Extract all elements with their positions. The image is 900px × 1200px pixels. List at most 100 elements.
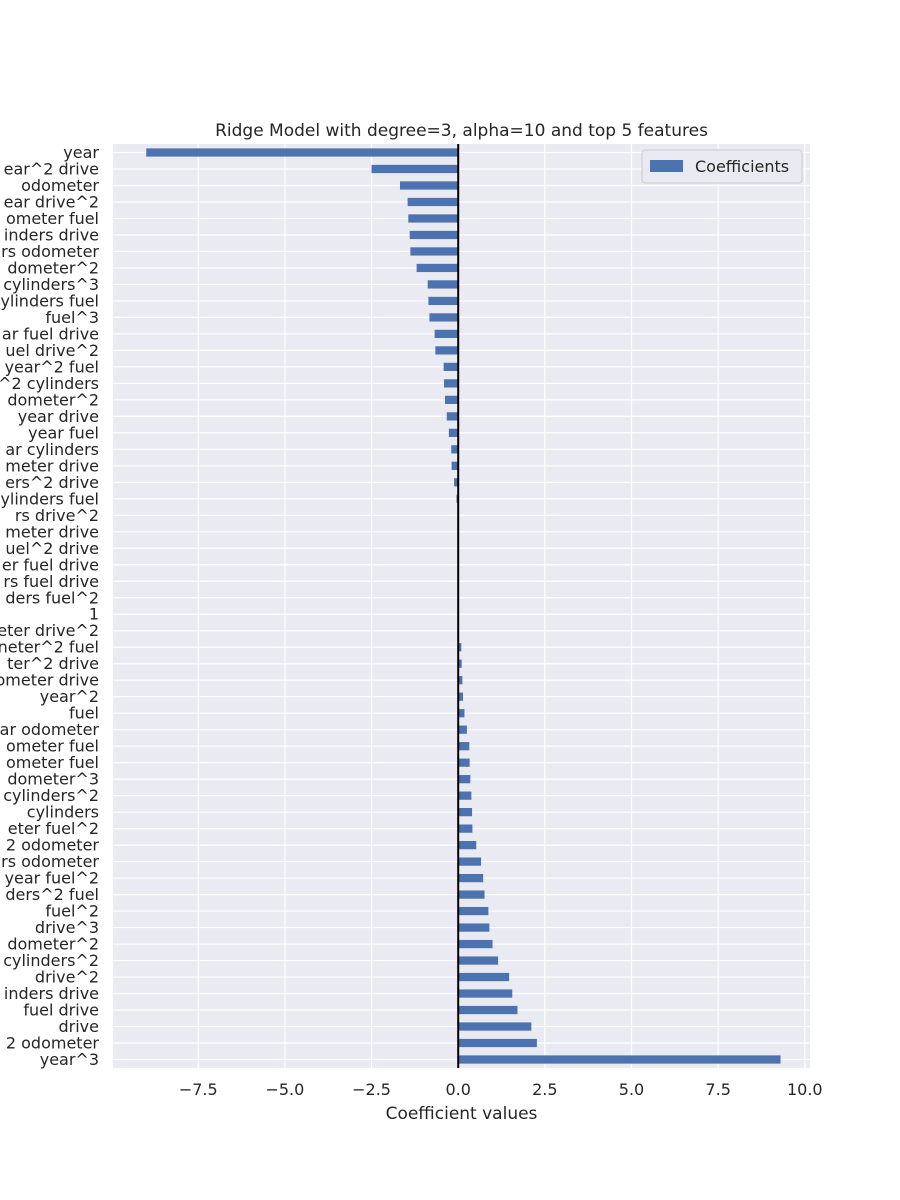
bar — [458, 857, 482, 866]
legend-box — [641, 149, 803, 184]
y-tick-label: ers^2 drive — [5, 473, 99, 492]
bar — [416, 263, 459, 273]
y-tick-label: meter drive — [5, 522, 99, 541]
y-tick-label: er fuel drive — [2, 555, 99, 574]
bar — [458, 1022, 532, 1031]
chart-title: Ridge Model with degree=3, alpha=10 and … — [215, 121, 708, 141]
bars — [146, 148, 781, 1064]
bar — [458, 791, 472, 800]
bar — [371, 164, 459, 174]
y-tick-label: year — [63, 143, 99, 162]
y-tick-label: cylinders^2 — [3, 786, 99, 805]
bar — [399, 181, 459, 190]
y-tick-label: year^2 — [40, 687, 99, 706]
y-tick-label: ylinders fuel — [0, 489, 99, 508]
bar — [458, 742, 470, 751]
y-tick-label: ^2 cylinders — [0, 374, 99, 393]
x-axis-label: Coefficient values — [386, 1104, 538, 1124]
bar — [434, 329, 459, 339]
y-tick-label: ometer drive — [0, 671, 99, 690]
y-tick-label: neter^2 fuel — [0, 638, 99, 657]
bar — [458, 989, 513, 998]
y-tick-label: meter drive — [5, 456, 99, 475]
y-tick-label: uel^2 drive — [5, 539, 99, 558]
bar — [454, 478, 459, 487]
y-tick-label: rs odometer — [1, 242, 99, 261]
bar — [458, 972, 510, 982]
y-tick-label: dometer^2 — [7, 935, 99, 954]
bar — [443, 379, 459, 388]
y-tick-label: ter^2 drive — [7, 654, 99, 673]
y-tick-label: cylinders — [27, 803, 99, 822]
bar — [435, 346, 459, 355]
bar — [451, 461, 459, 470]
bar — [458, 692, 464, 701]
y-tick-label: ar fuel drive — [2, 324, 99, 343]
y-tick-label: year^2 fuel — [5, 357, 99, 376]
y-tick-label: ometer fuel — [6, 753, 99, 772]
bar — [443, 362, 459, 372]
bar — [458, 643, 462, 652]
bar — [408, 214, 459, 223]
x-tick-label: 2.5 — [532, 1080, 557, 1099]
y-tick-label: cylinders^3 — [3, 275, 99, 294]
y-tick-label: uel drive^2 — [5, 341, 99, 360]
y-tick-label: drive^3 — [35, 918, 99, 937]
y-tick-label: year drive — [18, 407, 99, 426]
y-tick-label: drive^2 — [35, 968, 99, 987]
bar — [458, 808, 473, 817]
x-tick-label: 7.5 — [705, 1080, 730, 1099]
bar — [445, 395, 459, 404]
y-tick-label: fuel drive — [23, 1001, 99, 1020]
bar — [146, 148, 459, 157]
x-tick-labels: −7.5 −5.0 −2.5 0.0 2.5 5.0 7.5 10.0 — [179, 1080, 823, 1099]
x-tick-label: −5.0 — [265, 1080, 304, 1099]
y-tick-label: odometer — [21, 176, 99, 195]
x-tick-label: 0.0 — [445, 1080, 470, 1099]
y-tick-label: 1 — [89, 605, 99, 624]
legend: Coefficients — [641, 149, 803, 184]
x-tick-label: −7.5 — [179, 1080, 218, 1099]
y-tick-label: ylinders fuel — [0, 291, 99, 310]
bar — [458, 775, 471, 784]
y-tick-label: fuel — [69, 704, 99, 723]
bar — [458, 840, 477, 850]
bar — [458, 956, 499, 965]
bar — [458, 873, 484, 883]
y-tick-label: eter drive^2 — [0, 621, 99, 640]
y-tick-label: year fuel^2 — [5, 869, 99, 888]
bar — [458, 923, 490, 932]
bar — [458, 659, 462, 668]
y-tick-label: fuel^3 — [45, 308, 99, 327]
y-tick-label: dometer^3 — [7, 770, 99, 789]
bar — [458, 725, 467, 734]
y-tick-label: rs odometer — [1, 852, 99, 871]
bar — [458, 709, 465, 718]
x-tick-label: 5.0 — [619, 1080, 644, 1099]
y-tick-label: 2 odometer — [6, 836, 100, 855]
y-tick-label: ar cylinders — [5, 440, 99, 459]
bar — [458, 758, 470, 767]
x-tick-label: −2.5 — [352, 1080, 391, 1099]
bar — [428, 296, 459, 306]
y-tick-label: eter fuel^2 — [8, 819, 99, 838]
bar — [427, 280, 459, 289]
x-tick-label: 10.0 — [787, 1080, 823, 1099]
bar — [458, 1055, 781, 1064]
legend-label: Coefficients — [695, 157, 789, 176]
y-tick-label: inders drive — [4, 225, 99, 244]
bar — [448, 428, 459, 437]
y-tick-label: 2 odometer — [6, 1034, 100, 1053]
bar — [410, 247, 459, 256]
legend-swatch — [650, 160, 683, 172]
bar — [458, 824, 473, 833]
bar — [458, 1005, 518, 1015]
y-tick-label: inders drive — [4, 984, 99, 1003]
bar — [458, 906, 489, 916]
bar — [407, 197, 459, 207]
bar — [458, 890, 485, 899]
bar — [458, 1038, 537, 1048]
y-tick-label: ders fuel^2 — [5, 588, 99, 607]
